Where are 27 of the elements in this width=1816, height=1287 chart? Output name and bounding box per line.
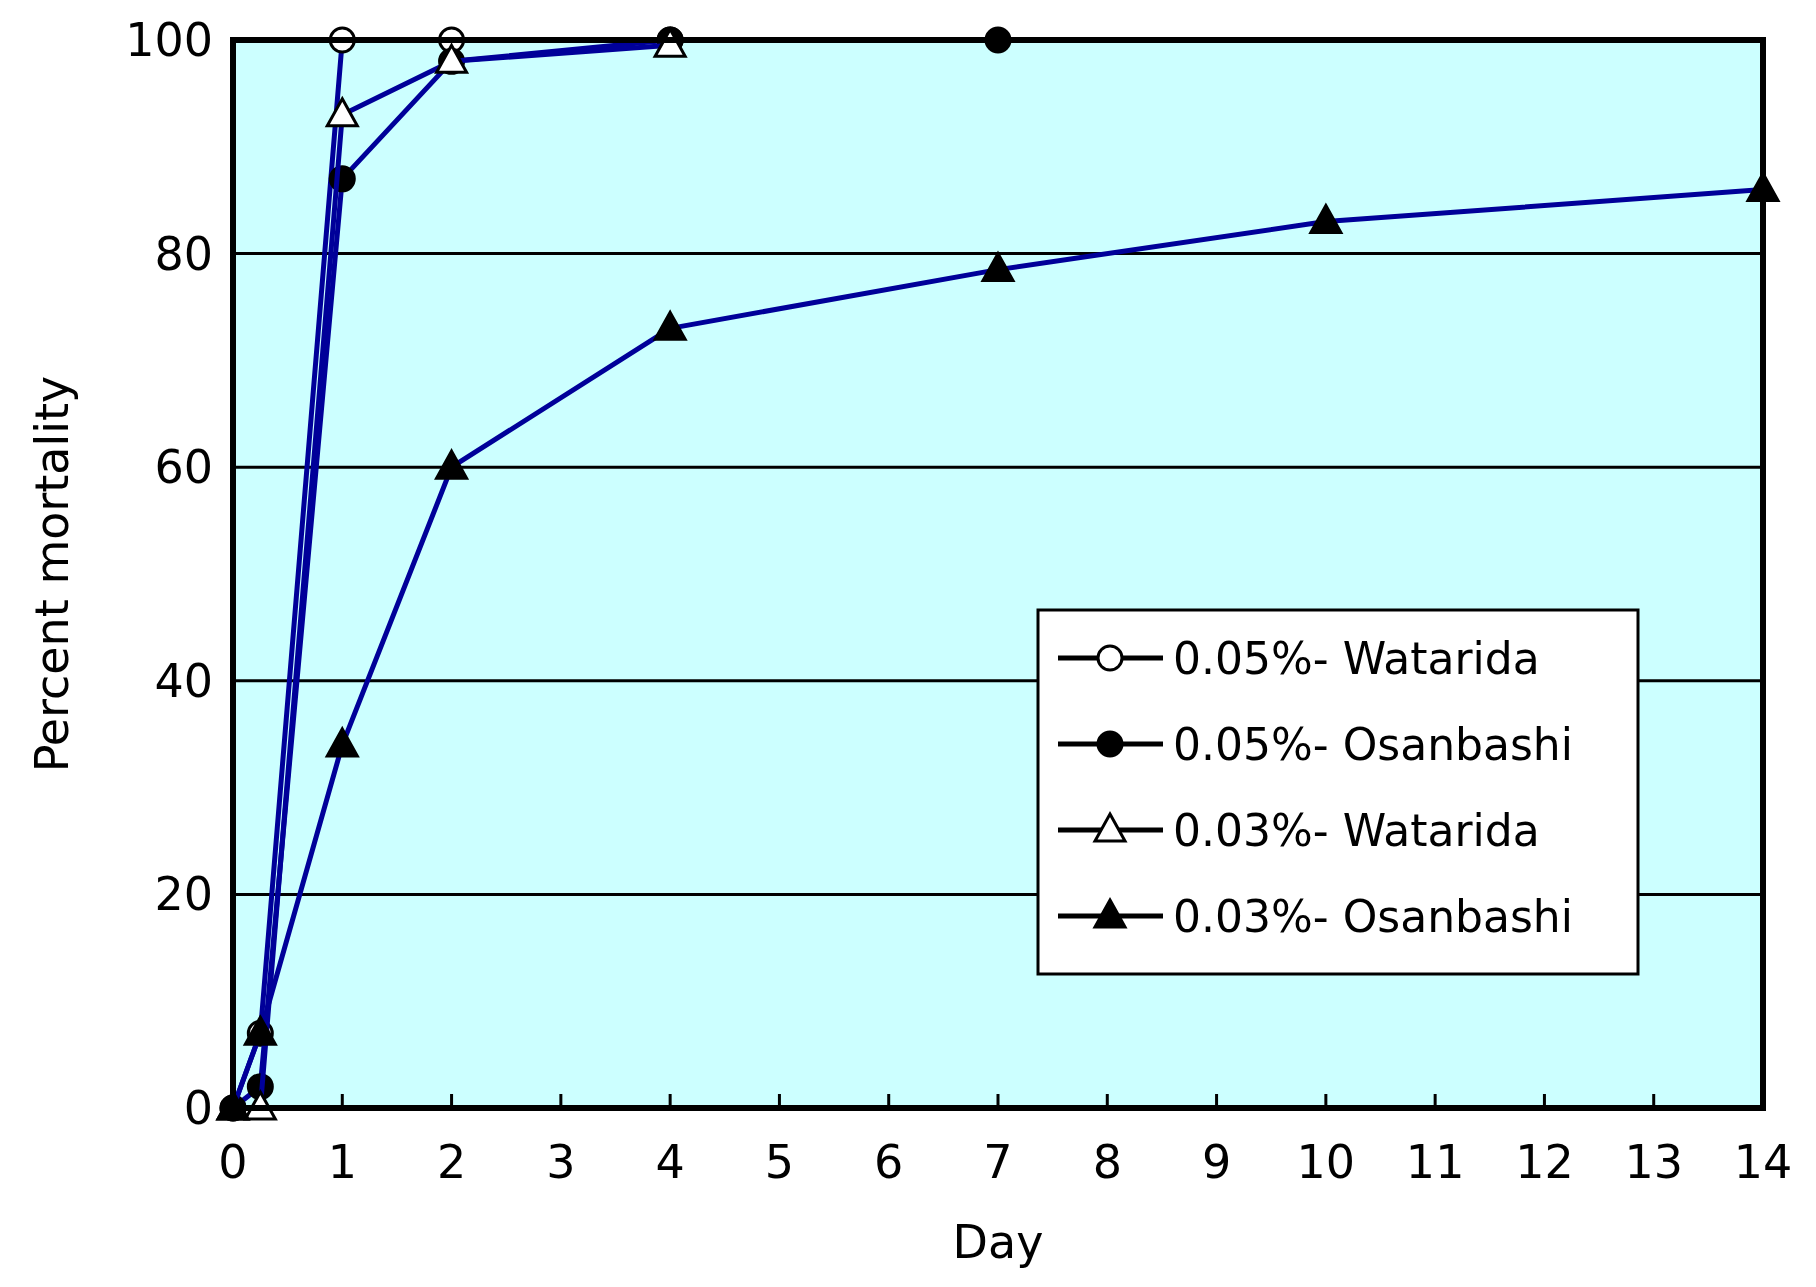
x-tick-label: 9 [1201, 1135, 1232, 1189]
x-tick-label: 8 [1092, 1135, 1122, 1189]
x-tick-label: 4 [655, 1135, 685, 1189]
x-tick-label: 2 [436, 1135, 467, 1189]
x-tick-label: 7 [983, 1135, 1013, 1189]
y-axis-title: Percent mortality [25, 375, 79, 773]
legend-label: 0.03%- Watarida [1173, 805, 1540, 856]
y-tick-label: 80 [154, 226, 213, 281]
x-tick-label: 0 [218, 1135, 248, 1189]
x-tick-label: 11 [1405, 1135, 1465, 1189]
x-tick-label: 12 [1515, 1135, 1574, 1189]
y-tick-label: 100 [125, 13, 213, 67]
x-tick-label: 14 [1733, 1135, 1793, 1189]
x-tick-label: 1 [327, 1135, 357, 1189]
x-tick-label: 13 [1624, 1135, 1683, 1189]
x-tick-label: 5 [764, 1135, 795, 1189]
x-tick-label: 10 [1296, 1135, 1356, 1189]
y-tick-label: 60 [154, 440, 213, 495]
y-tick-label: 40 [154, 653, 213, 708]
y-tick-label: 0 [183, 1081, 213, 1135]
legend-label: 0.05%- Watarida [1173, 633, 1540, 684]
x-tick-label: 3 [546, 1135, 576, 1189]
x-tick-label: 6 [874, 1135, 904, 1189]
y-tick-label: 20 [154, 867, 213, 922]
x-axis-title: Day [952, 1215, 1044, 1269]
legend-label: 0.05%- Osanbashi [1173, 719, 1573, 770]
legend-label: 0.03%- Osanbashi [1173, 891, 1573, 942]
